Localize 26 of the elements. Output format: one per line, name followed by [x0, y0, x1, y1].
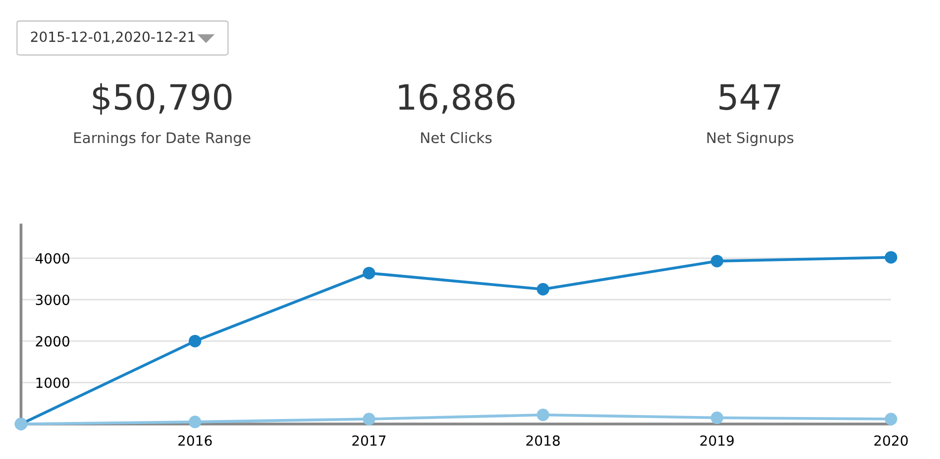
y-tick-label: 3000 — [36, 294, 70, 306]
text: 2015-12-01,2020-12-21 — [31, 32, 195, 44]
y-tick-label: 4000 — [36, 253, 70, 264]
point — [536, 408, 550, 422]
text: 547 — [720, 84, 780, 110]
y-tick-label: 1000 — [36, 378, 70, 388]
point — [884, 251, 898, 264]
point — [884, 412, 898, 426]
point — [362, 266, 376, 280]
text: Net Signups — [707, 132, 794, 146]
x-tick-label: 2018 — [526, 435, 560, 446]
point — [362, 412, 376, 426]
text: 16,886 — [399, 84, 515, 114]
point — [710, 254, 724, 268]
x-tick-label: 2019 — [700, 435, 734, 446]
text: Earnings for Date Range — [74, 132, 250, 146]
text: Net Clicks — [421, 132, 492, 144]
y-tick-label: 2000 — [36, 336, 70, 347]
point — [188, 334, 202, 348]
point — [188, 416, 202, 428]
point — [536, 283, 550, 296]
point — [710, 412, 724, 424]
x-tick-label: 2016 — [178, 435, 212, 446]
x-tick-label: 2017 — [352, 435, 386, 446]
text: $50,790 — [93, 83, 232, 115]
x-tick-label: 2020 — [874, 435, 908, 446]
